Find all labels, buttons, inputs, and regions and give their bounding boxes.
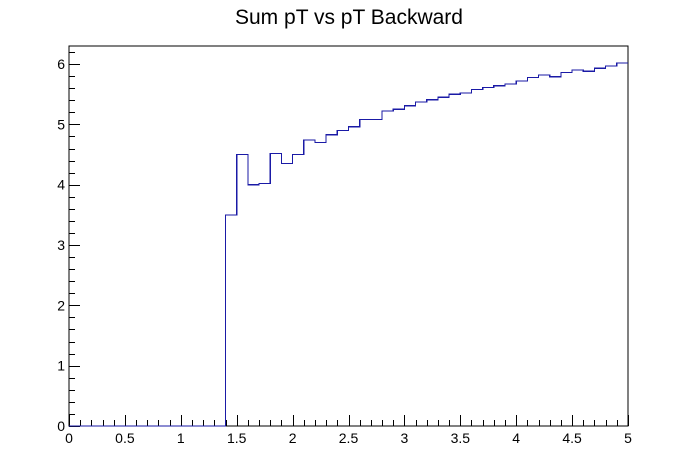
axes: 0 0.5 1 1.5 2 2.5 3 3.5 4 4.5 5 0 1 2 3 4 5 6 bbox=[57, 45, 632, 446]
plot-frame bbox=[68, 45, 629, 427]
x-tick-label: 5 bbox=[624, 430, 632, 446]
y-tick-label: 4 bbox=[57, 177, 65, 193]
chart-title: Sum pT vs pT Backward bbox=[235, 6, 463, 29]
x-tick-label: 4 bbox=[512, 430, 520, 446]
y-tick-label: 5 bbox=[57, 116, 65, 132]
y-tick-label: 1 bbox=[57, 358, 65, 374]
x-tick-label: 2.5 bbox=[339, 430, 359, 446]
y-tick-label: 0 bbox=[57, 418, 65, 434]
x-tick-label: 0.5 bbox=[115, 430, 135, 446]
y-tick-label: 6 bbox=[57, 56, 65, 72]
x-tick-label: 3.5 bbox=[451, 430, 471, 446]
y-tick-label: 3 bbox=[57, 237, 65, 253]
y-tick-label: 2 bbox=[57, 297, 65, 313]
plot-area bbox=[69, 62, 628, 427]
x-tick-label: 1.5 bbox=[227, 430, 247, 446]
x-tick-label: 3 bbox=[401, 430, 409, 446]
x-tick-label: 2 bbox=[289, 430, 297, 446]
x-tick-label: 1 bbox=[177, 430, 185, 446]
x-tick-label: 0 bbox=[65, 430, 73, 446]
series-line bbox=[69, 62, 628, 427]
x-tick-label: 4.5 bbox=[562, 430, 582, 446]
